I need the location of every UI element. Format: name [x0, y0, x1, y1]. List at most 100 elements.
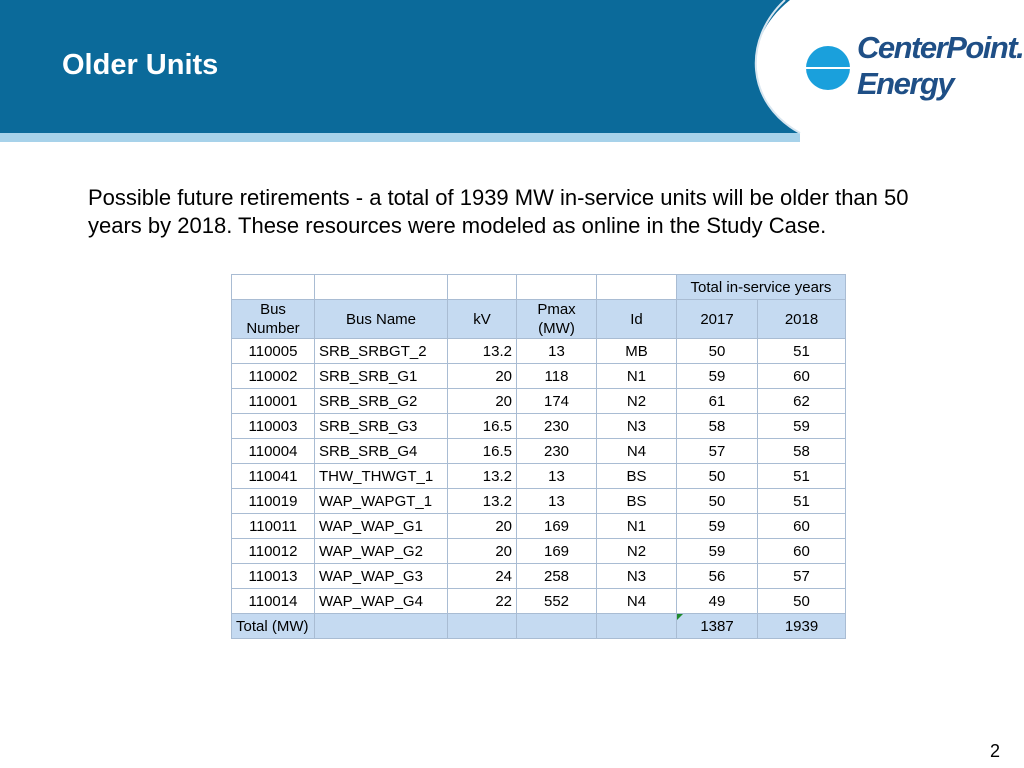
table-cell: 51: [757, 463, 846, 489]
table-cell: 110041: [231, 463, 315, 489]
empty-header-cell: [314, 274, 448, 300]
table-cell: SRB_SRB_G4: [314, 438, 448, 464]
table-row: 110012 WAP_WAP_G2 20 169 N2 59 60: [231, 538, 846, 564]
table-cell: 50: [676, 463, 758, 489]
table-cell: N3: [596, 413, 677, 439]
table-cell: N3: [596, 563, 677, 589]
table-cell: SRB_SRB_G3: [314, 413, 448, 439]
column-header: 2017: [676, 299, 758, 339]
table-cell: 20: [447, 388, 517, 414]
table-cell: 230: [516, 438, 597, 464]
column-header: Id: [596, 299, 677, 339]
table-cell: 22: [447, 588, 517, 614]
table-cell: MB: [596, 338, 677, 364]
table-cell: 60: [757, 538, 846, 564]
table-cell: WAP_WAP_G1: [314, 513, 448, 539]
column-header: Bus Number: [231, 299, 315, 339]
empty-total-cell: [516, 613, 597, 639]
table-cell: 49: [676, 588, 758, 614]
table-row: 110001 SRB_SRB_G2 20 174 N2 61 62: [231, 388, 846, 414]
table-cell: N2: [596, 388, 677, 414]
table-cell: 110005: [231, 338, 315, 364]
table-cell: SRB_SRBGT_2: [314, 338, 448, 364]
table-cell: 60: [757, 513, 846, 539]
slide-header: Older Units CenterPoint. Energy: [0, 0, 1024, 142]
table-cell: WAP_WAP_G4: [314, 588, 448, 614]
table-cell: 20: [447, 513, 517, 539]
table-cell: 16.5: [447, 413, 517, 439]
table-cell: 110012: [231, 538, 315, 564]
empty-header-cell: [447, 274, 517, 300]
table-row: 110041 THW_THWGT_1 13.2 13 BS 50 51: [231, 463, 846, 489]
table-cell: 61: [676, 388, 758, 414]
table-row: 110019 WAP_WAPGT_1 13.2 13 BS 50 51: [231, 488, 846, 514]
table-total-row: Total (MW) 1387 1939: [231, 613, 846, 639]
table-cell: 50: [676, 338, 758, 364]
logo-circle-icon: [806, 46, 860, 90]
table-cell: 51: [757, 338, 846, 364]
table-cell: 20: [447, 538, 517, 564]
table-cell: N1: [596, 513, 677, 539]
empty-total-cell: [596, 613, 677, 639]
table-cell: 110004: [231, 438, 315, 464]
table-cell: 174: [516, 388, 597, 414]
table-cell: 56: [676, 563, 758, 589]
green-triangle-icon: [677, 614, 683, 620]
table-row: 110003 SRB_SRB_G3 16.5 230 N3 58 59: [231, 413, 846, 439]
table-cell: 110013: [231, 563, 315, 589]
table-cell: 16.5: [447, 438, 517, 464]
table-cell: 62: [757, 388, 846, 414]
table-row: 110005 SRB_SRBGT_2 13.2 13 MB 50 51: [231, 338, 846, 364]
table-cell: 13.2: [447, 338, 517, 364]
total-2018-cell: 1939: [757, 613, 846, 639]
table-cell: BS: [596, 463, 677, 489]
column-header: Bus Name: [314, 299, 448, 339]
table-cell: 59: [757, 413, 846, 439]
table-cell: 50: [757, 588, 846, 614]
table-cell: N4: [596, 588, 677, 614]
column-header: kV: [447, 299, 517, 339]
table-cell: 110003: [231, 413, 315, 439]
table-cell: BS: [596, 488, 677, 514]
table-cell: 59: [676, 538, 758, 564]
body-paragraph: Possible future retirements - a total of…: [88, 185, 909, 238]
table-cell: 110019: [231, 488, 315, 514]
page-number: 2: [990, 741, 1001, 761]
table-cell: WAP_WAPGT_1: [314, 488, 448, 514]
table-cell: 57: [757, 563, 846, 589]
empty-total-cell: [314, 613, 448, 639]
table-cell: WAP_WAP_G2: [314, 538, 448, 564]
table-cell: 110014: [231, 588, 315, 614]
centerpoint-logo: CenterPoint. Energy: [800, 30, 1024, 110]
table-cell: THW_THWGT_1: [314, 463, 448, 489]
table-row: 110004 SRB_SRB_G4 16.5 230 N4 57 58: [231, 438, 846, 464]
table-cell: 58: [757, 438, 846, 464]
empty-header-cell: [596, 274, 677, 300]
column-header: Pmax (MW): [516, 299, 597, 339]
table-cell: N4: [596, 438, 677, 464]
table-cell: 13.2: [447, 488, 517, 514]
table-cell: 230: [516, 413, 597, 439]
table-cell: 59: [676, 513, 758, 539]
table-cell: 24: [447, 563, 517, 589]
table-row: 110011 WAP_WAP_G1 20 169 N1 59 60: [231, 513, 846, 539]
table-cell: 110002: [231, 363, 315, 389]
table-cell: 59: [676, 363, 758, 389]
table-cell: 20: [447, 363, 517, 389]
empty-header-cell: [231, 274, 315, 300]
table-row: 110014 WAP_WAP_G4 22 552 N4 49 50: [231, 588, 846, 614]
table-cell: 50: [676, 488, 758, 514]
table-cell: 110011: [231, 513, 315, 539]
table-cell: 13: [516, 338, 597, 364]
empty-total-cell: [447, 613, 517, 639]
table-row: 110013 WAP_WAP_G3 24 258 N3 56 57: [231, 563, 846, 589]
empty-header-cell: [516, 274, 597, 300]
table-cell: 57: [676, 438, 758, 464]
group-header-cell: Total in-service years: [676, 274, 846, 300]
table-column-header-row: Bus Number Bus Name kV Pmax (MW) Id 2017 2018: [231, 299, 846, 339]
table-cell: 258: [516, 563, 597, 589]
logo-line-2: Energy: [857, 66, 955, 101]
header-band: [0, 0, 801, 142]
table-cell: SRB_SRB_G1: [314, 363, 448, 389]
table-cell: WAP_WAP_G3: [314, 563, 448, 589]
